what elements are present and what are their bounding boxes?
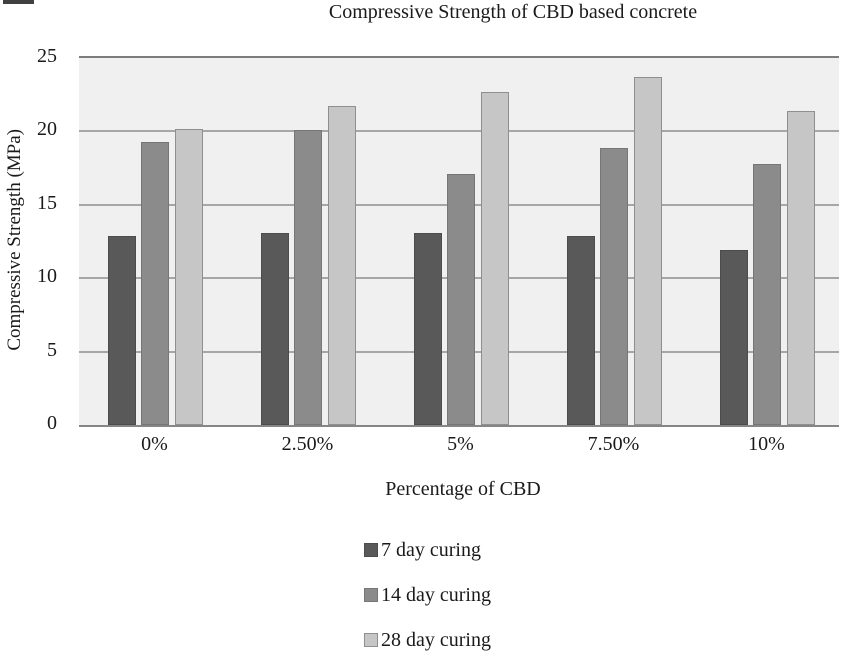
bar-14-day-curing-5%: [447, 174, 475, 425]
y-tick-label-15: 15: [37, 191, 57, 214]
legend-item-28-day-curing: 28 day curing: [364, 628, 491, 651]
x-category-label-5%: 5%: [447, 433, 474, 455]
y-tick-label-5: 5: [47, 338, 57, 361]
plot-area: [79, 56, 839, 427]
legend-item-7-day-curing: 7 day curing: [364, 538, 491, 562]
bar-14-day-curing-7.50%: [600, 147, 628, 425]
legend-label: 7 day curing: [381, 539, 481, 561]
bar-14-day-curing-2.50%: [294, 129, 322, 425]
bar-7-day-curing-0%: [107, 235, 136, 425]
bar-7-day-curing-10%: [719, 250, 748, 425]
y-tick-label-25: 25: [37, 45, 57, 67]
x-category-label-2.50%: 2.50%: [281, 433, 334, 455]
gridline-20: [79, 130, 839, 133]
legend-label: 14 day curing: [381, 584, 491, 606]
bar-28-day-curing-7.50%: [633, 77, 662, 425]
x-category-label-10%: 10%: [748, 433, 785, 455]
bar-7-day-curing-7.50%: [566, 235, 595, 425]
bar-28-day-curing-5%: [480, 91, 509, 425]
scan-artifact: [3, 0, 34, 4]
chart-title: Compressive Strength of CBD based concre…: [328, 1, 698, 23]
x-axis-title: Percentage of CBD: [385, 478, 541, 500]
x-category-label-7.50%: 7.50%: [587, 433, 640, 455]
legend-label: 28 day curing: [381, 629, 491, 651]
legend-swatch-icon: [364, 633, 378, 647]
legend-swatch-icon: [364, 588, 378, 602]
bar-14-day-curing-0%: [141, 141, 169, 425]
y-tick-label-10: 10: [37, 265, 57, 288]
bar-28-day-curing-2.50%: [327, 106, 356, 425]
bar-7-day-curing-2.50%: [260, 232, 289, 425]
legend-swatch-icon: [364, 543, 378, 557]
bar-28-day-curing-0%: [174, 128, 203, 425]
x-category-label-0%: 0%: [141, 433, 168, 455]
y-axis-title-text: Compressive Strength (MPa): [4, 128, 25, 351]
y-tick-label-0: 0: [47, 412, 57, 434]
bar-28-day-curing-10%: [786, 110, 815, 425]
y-axis-title: Compressive Strength (MPa): [1, 56, 29, 423]
bar-7-day-curing-5%: [413, 232, 442, 425]
legend-item-14-day-curing: 14 day curing: [364, 583, 491, 607]
bar-14-day-curing-10%: [753, 163, 781, 425]
legend: 7 day curing 14 day curing 28 day curing: [364, 538, 491, 651]
y-tick-label-20: 20: [37, 118, 57, 141]
